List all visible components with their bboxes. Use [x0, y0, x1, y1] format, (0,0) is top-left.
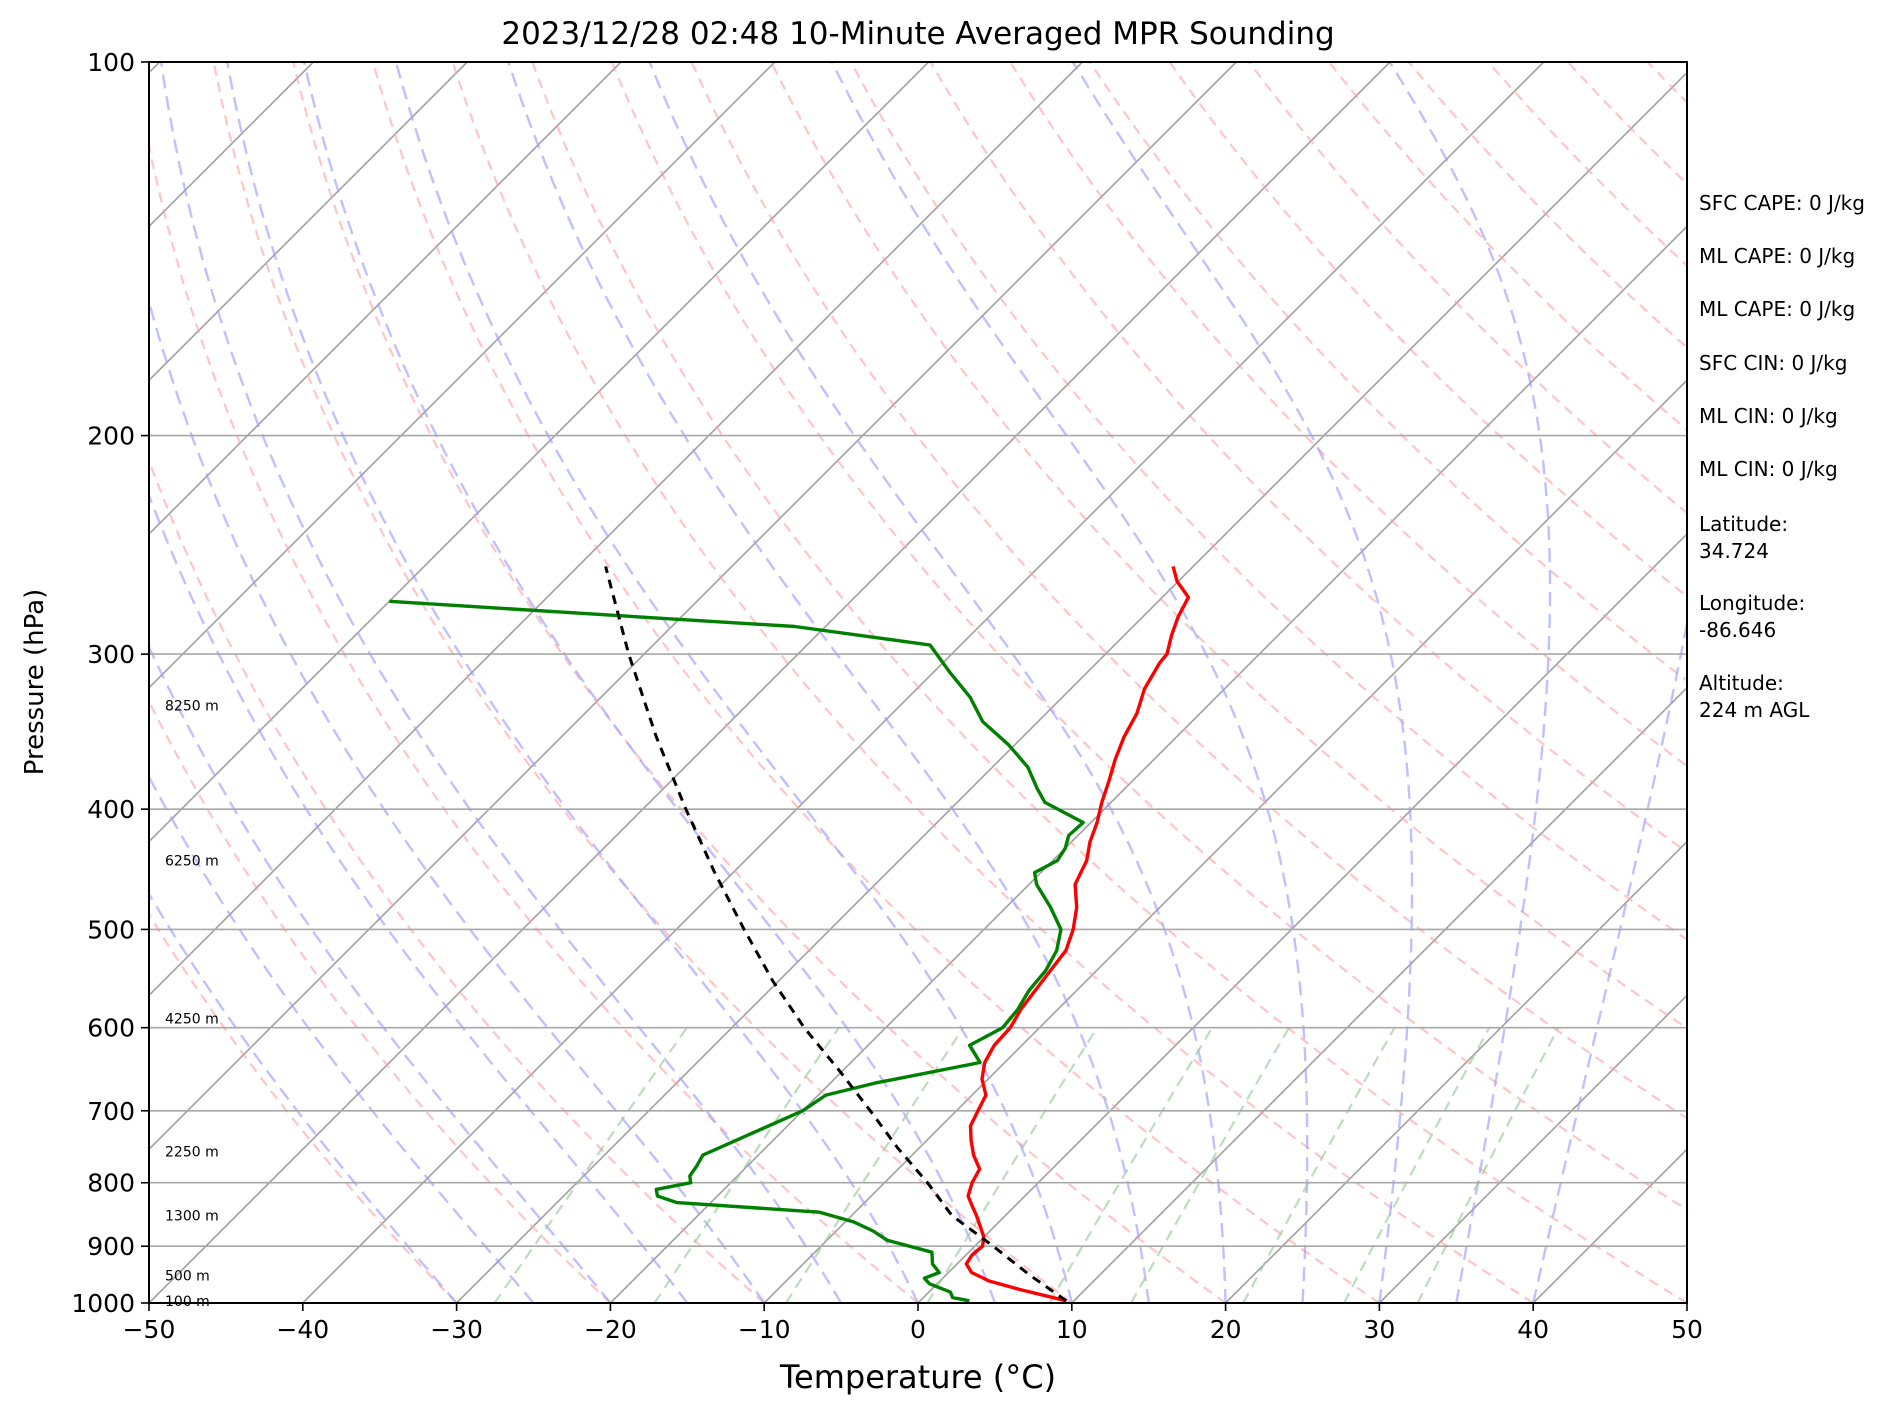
stats-line: SFC CAPE: 0 J/kg	[1699, 191, 1865, 215]
height-label: 1300 m	[165, 1208, 219, 1224]
height-label: 500 m	[165, 1268, 210, 1284]
moist-adiabat-line	[304, 62, 995, 1303]
x-tick-label: 40	[1517, 1315, 1549, 1344]
x-tick-label: −30	[430, 1315, 483, 1344]
x-tick-label: 20	[1210, 1315, 1242, 1344]
y-tick-label: 500	[87, 915, 135, 944]
mixing-ratio-line	[1418, 1028, 1559, 1303]
height-label: 2250 m	[165, 1145, 219, 1161]
isotherm-line	[0, 62, 6, 1303]
y-tick-label: 900	[87, 1232, 135, 1261]
pressure-grid	[149, 62, 1687, 1303]
dry-adiabat-line	[134, 62, 918, 1303]
y-axis-label: Pressure (hPa)	[20, 589, 50, 776]
stats-line: ML CIN: 0 J/kg	[1699, 457, 1838, 481]
height-label: 100 m	[165, 1294, 210, 1310]
stats-panel: SFC CAPE: 0 J/kg ML CAPE: 0 J/kg ML CAPE: …	[1699, 191, 1865, 722]
mixing-ratio-line	[1050, 1028, 1213, 1303]
stats-line: ML CIN: 0 J/kg	[1699, 404, 1838, 428]
background-lines	[0, 62, 1893, 1303]
isotherm-line	[0, 62, 1236, 1303]
height-label: 8250 m	[165, 698, 219, 714]
moist-adiabat-line	[1390, 62, 1550, 1303]
x-tick-label: −10	[738, 1315, 791, 1344]
dry-adiabat-line	[0, 62, 457, 1303]
isotherm-line	[0, 62, 1082, 1303]
y-tick-label: 300	[87, 640, 135, 669]
x-tick-label: −50	[123, 1315, 176, 1344]
isotherm-line	[303, 62, 1544, 1303]
dry-adiabat-line	[293, 62, 1225, 1303]
moist-adiabat-line	[1073, 62, 1412, 1303]
mixing-ratio-line	[655, 1028, 839, 1303]
y-tick-label: 600	[87, 1014, 135, 1043]
plot-frame	[149, 62, 1687, 1303]
stats-line: ML CAPE: 0 J/kg	[1699, 244, 1855, 268]
y-axis: 1000 900 800 700 600 500 400 300 200 100	[71, 48, 149, 1318]
moist-adiabat-line	[161, 62, 841, 1303]
isotherm-line	[610, 62, 1851, 1303]
y-tick-label: 800	[87, 1169, 135, 1198]
moist-adiabat-line	[50, 62, 687, 1303]
isotherm-line	[149, 62, 1390, 1303]
y-tick-label: 100	[87, 48, 135, 77]
moist-adiabat-line	[227, 62, 918, 1303]
x-axis: −50 −40 −30 −20 −10 0 10 20 30 40 50	[123, 1303, 1703, 1344]
stats-line: Latitude:	[1699, 512, 1788, 536]
height-label: 4250 m	[165, 1012, 219, 1028]
height-label: 6250 m	[165, 854, 219, 870]
dry-adiabat-line	[532, 62, 1687, 1303]
moist-adiabat-line	[832, 62, 1307, 1303]
x-tick-label: 10	[1056, 1315, 1088, 1344]
stats-line: Longitude:	[1699, 591, 1805, 615]
mixing-ratio-line	[786, 1028, 963, 1303]
x-tick-label: 30	[1363, 1315, 1395, 1344]
moist-adiabat-line	[103, 62, 765, 1303]
x-tick-label: 50	[1671, 1315, 1703, 1344]
chart-title: 2023/12/28 02:48 10-Minute Averaged MPR …	[501, 16, 1334, 52]
x-tick-label: −20	[584, 1315, 637, 1344]
y-tick-label: 200	[87, 422, 135, 451]
stats-line: ML CAPE: 0 J/kg	[1699, 297, 1855, 321]
y-tick-label: 400	[87, 795, 135, 824]
moist-adiabat-line	[396, 62, 1072, 1303]
dry-adiabat-line	[54, 62, 764, 1303]
x-axis-label: Temperature (°C)	[779, 1358, 1056, 1396]
x-tick-label: 0	[910, 1315, 926, 1344]
stats-line: SFC CIN: 0 J/kg	[1699, 351, 1847, 375]
stats-line: -86.646	[1699, 618, 1776, 642]
parcel-line	[606, 567, 1067, 1301]
mixing-ratio-line	[1344, 1028, 1489, 1303]
x-tick-label: −40	[276, 1315, 329, 1344]
moist-adiabat-line	[0, 62, 457, 1303]
stats-line: 224 m AGL	[1699, 698, 1810, 722]
y-tick-label: 700	[87, 1097, 135, 1126]
height-labels: 100 m 500 m 1300 m 2250 m 4250 m 6250 m 8250 m	[165, 698, 219, 1309]
y-tick-label: 1000	[71, 1289, 135, 1318]
temperature-line	[966, 567, 1188, 1301]
stats-line: 34.724	[1699, 539, 1769, 563]
stats-line: Altitude:	[1699, 671, 1784, 695]
mixing-ratio-line	[495, 1028, 687, 1303]
